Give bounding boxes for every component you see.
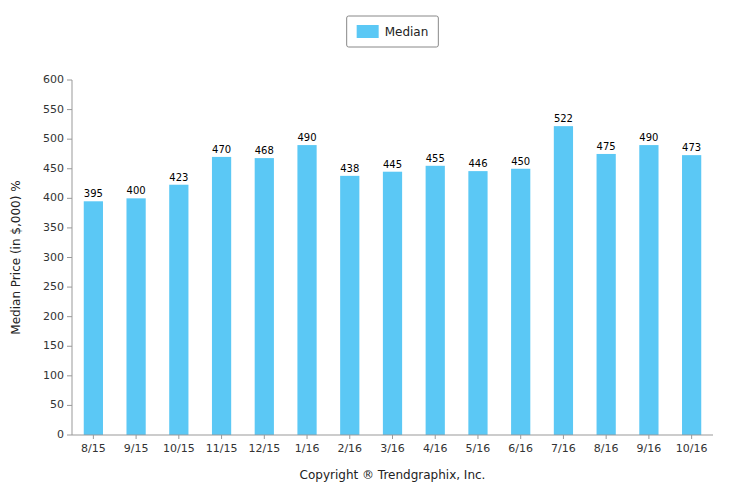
bar bbox=[639, 145, 658, 435]
legend: Median bbox=[347, 16, 439, 47]
x-tick bbox=[136, 435, 137, 439]
y-tick bbox=[67, 435, 72, 436]
bar bbox=[84, 201, 103, 435]
data-labels: 395 400 423 470 468 490 438 445 455 446 450 522 475 4… bbox=[84, 113, 701, 199]
bar bbox=[169, 185, 188, 435]
data-label: 450 bbox=[511, 156, 530, 167]
data-label: 455 bbox=[426, 153, 445, 164]
y-tick-label: 100 bbox=[43, 369, 64, 382]
x-tick-label: 11/15 bbox=[206, 442, 238, 455]
y-axis-label: Median Price (in $,000) % bbox=[9, 180, 23, 334]
x-tick bbox=[563, 435, 564, 439]
bar bbox=[682, 155, 701, 435]
y-tick bbox=[67, 168, 72, 169]
x-tick-label: 4/16 bbox=[423, 442, 448, 455]
bar bbox=[554, 126, 573, 435]
x-tick-label: 10/16 bbox=[676, 442, 708, 455]
legend-swatch bbox=[357, 25, 379, 38]
data-label: 490 bbox=[297, 132, 316, 143]
data-label: 423 bbox=[169, 172, 188, 183]
data-label: 475 bbox=[597, 141, 616, 152]
x-tick bbox=[307, 435, 308, 439]
y-tick-label: 400 bbox=[43, 191, 64, 204]
x-tick bbox=[648, 435, 649, 439]
x-axis-label: Copyright ® Trendgraphix, Inc. bbox=[300, 468, 486, 482]
x-tick-label: 12/15 bbox=[248, 442, 280, 455]
x-tick bbox=[691, 435, 692, 439]
bars bbox=[84, 126, 701, 435]
bar bbox=[126, 198, 145, 435]
y-tick-label: 300 bbox=[43, 251, 64, 264]
bar bbox=[297, 145, 316, 435]
chart: 0 50 100 150 200 250 300 350 400 450 500 550 600 395 4… bbox=[0, 0, 733, 500]
x-tick bbox=[221, 435, 222, 439]
x-tick-label: 3/16 bbox=[380, 442, 405, 455]
y-tick bbox=[67, 375, 72, 376]
chart-container: 0 50 100 150 200 250 300 350 400 450 500 550 600 395 4… bbox=[0, 0, 733, 500]
y-tick-label: 0 bbox=[57, 428, 64, 441]
data-label: 468 bbox=[255, 145, 274, 156]
x-tick-label: 6/16 bbox=[508, 442, 533, 455]
y-tick bbox=[67, 316, 72, 317]
y-axis-line bbox=[72, 80, 73, 435]
x-tick-label: 5/16 bbox=[466, 442, 491, 455]
data-label: 490 bbox=[639, 132, 658, 143]
data-label: 438 bbox=[340, 163, 359, 174]
y-tick bbox=[67, 227, 72, 228]
x-tick bbox=[93, 435, 94, 439]
data-label: 470 bbox=[212, 144, 231, 155]
y-tick bbox=[67, 198, 72, 199]
bar bbox=[511, 169, 530, 435]
x-tick bbox=[520, 435, 521, 439]
data-label: 400 bbox=[127, 185, 146, 196]
y-tick bbox=[67, 139, 72, 140]
data-label: 473 bbox=[682, 142, 701, 153]
legend-frame bbox=[347, 16, 439, 47]
bar bbox=[426, 166, 445, 435]
y-axis: 0 50 100 150 200 250 300 350 400 450 500 550 600 bbox=[43, 73, 72, 441]
x-tick bbox=[477, 435, 478, 439]
x-axis: 8/15 9/15 10/15 11/15 12/15 1/16 2/16 3/16 4/16 5… bbox=[81, 435, 707, 455]
y-tick-label: 450 bbox=[43, 162, 64, 175]
y-tick bbox=[67, 257, 72, 258]
x-tick-label: 9/16 bbox=[637, 442, 662, 455]
x-tick-label: 9/15 bbox=[124, 442, 149, 455]
bar bbox=[212, 157, 231, 435]
y-tick-label: 550 bbox=[43, 103, 64, 116]
x-tick-label: 10/15 bbox=[163, 442, 195, 455]
x-tick bbox=[392, 435, 393, 439]
y-tick-label: 350 bbox=[43, 221, 64, 234]
y-tick bbox=[67, 109, 72, 110]
x-tick-label: 2/16 bbox=[337, 442, 362, 455]
x-tick-label: 1/16 bbox=[295, 442, 320, 455]
bar bbox=[383, 172, 402, 435]
y-tick-label: 500 bbox=[43, 132, 64, 145]
y-tick-label: 600 bbox=[43, 73, 64, 86]
y-tick bbox=[67, 80, 72, 81]
x-tick bbox=[435, 435, 436, 439]
y-tick bbox=[67, 405, 72, 406]
data-label: 446 bbox=[468, 158, 487, 169]
x-tick bbox=[264, 435, 265, 439]
x-tick-label: 8/16 bbox=[594, 442, 619, 455]
bar bbox=[340, 176, 359, 435]
data-label: 395 bbox=[84, 188, 103, 199]
x-tick-label: 8/15 bbox=[81, 442, 106, 455]
legend-label: Median bbox=[385, 25, 429, 39]
x-tick bbox=[178, 435, 179, 439]
y-tick-label: 50 bbox=[50, 398, 64, 411]
x-tick-label: 7/16 bbox=[551, 442, 576, 455]
x-tick bbox=[606, 435, 607, 439]
x-tick bbox=[349, 435, 350, 439]
y-tick-label: 250 bbox=[43, 280, 64, 293]
y-tick bbox=[67, 346, 72, 347]
y-tick bbox=[67, 287, 72, 288]
bar bbox=[468, 171, 487, 435]
bar bbox=[255, 158, 274, 435]
y-tick-label: 150 bbox=[43, 339, 64, 352]
y-tick-label: 200 bbox=[43, 310, 64, 323]
data-label: 445 bbox=[383, 159, 402, 170]
bar bbox=[597, 154, 616, 435]
data-label: 522 bbox=[554, 113, 573, 124]
